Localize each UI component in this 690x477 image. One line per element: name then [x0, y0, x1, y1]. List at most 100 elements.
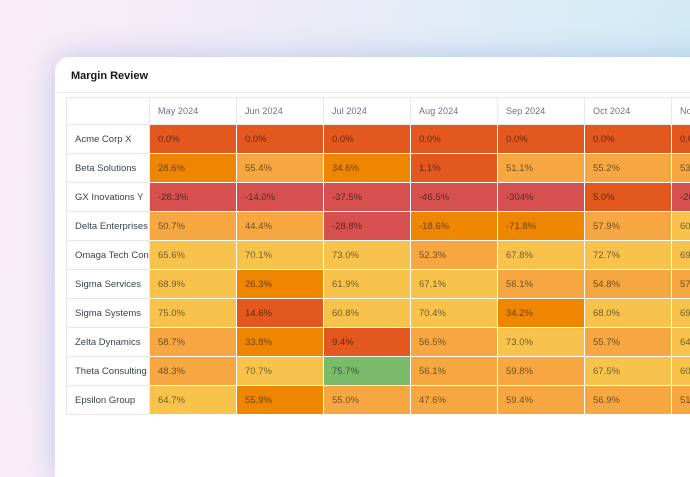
margin-cell: -46.5%	[411, 183, 498, 212]
margin-cell: 0.0%	[672, 125, 690, 154]
company-name: Theta Consulting	[67, 357, 150, 386]
margin-cell: 65.6%	[150, 241, 237, 270]
page-title: Margin Review	[71, 70, 148, 82]
margin-cell: 57.9%	[585, 212, 672, 241]
margin-cell: 53.	[672, 154, 690, 183]
margin-cell: 64.7%	[150, 386, 237, 415]
margin-cell: 69.	[672, 241, 690, 270]
margin-cell: -28.3%	[150, 183, 237, 212]
table-row: Acme Corp X0.0%0.0%0.0%0.0%0.0%0.0%0.0%	[67, 125, 690, 154]
margin-cell: 9.4%	[324, 328, 411, 357]
margin-cell: 64.	[672, 328, 690, 357]
table-row: GX Inovations Y-28.3%-14.0%-37.5%-46.5%-…	[67, 183, 690, 212]
card-header: Margin Review	[55, 57, 690, 93]
company-name: Epsilon Group	[67, 386, 150, 415]
margin-cell: 48.3%	[150, 357, 237, 386]
margin-cell: -18.6%	[411, 212, 498, 241]
company-name: Zelta Dynamics	[67, 328, 150, 357]
margin-cell: 75.0%	[150, 299, 237, 328]
table-body: Acme Corp X0.0%0.0%0.0%0.0%0.0%0.0%0.0%B…	[67, 125, 690, 415]
company-name: Acme Corp X	[67, 125, 150, 154]
margin-cell: 59.4%	[498, 386, 585, 415]
margin-cell: 60.8%	[324, 299, 411, 328]
margin-cell: -37.5%	[324, 183, 411, 212]
margin-cell: -14.0%	[237, 183, 324, 212]
margin-cell: 60.	[672, 357, 690, 386]
margin-cell: 73.0%	[498, 328, 585, 357]
margin-cell: 56.5%	[411, 328, 498, 357]
margin-cell: 68.9%	[150, 270, 237, 299]
company-name: Sigma Systems	[67, 299, 150, 328]
margin-cell: 14.6%	[237, 299, 324, 328]
margin-cell: -26	[672, 183, 690, 212]
margin-cell: -304%	[498, 183, 585, 212]
margin-cell: 56.1%	[498, 270, 585, 299]
margin-cell: 44.4%	[237, 212, 324, 241]
column-header: Sep 2024	[498, 98, 585, 125]
margin-cell: 70.1%	[237, 241, 324, 270]
margin-cell: 1.1%	[411, 154, 498, 183]
margin-cell: -71.8%	[498, 212, 585, 241]
margin-cell: 55.7%	[585, 328, 672, 357]
margin-cell: 70.4%	[411, 299, 498, 328]
margin-cell: 5.0%	[585, 183, 672, 212]
margin-cell: 51.1%	[498, 154, 585, 183]
margin-cell: 55.4%	[237, 154, 324, 183]
column-header: Jul 2024	[324, 98, 411, 125]
margin-cell: 34.6%	[324, 154, 411, 183]
company-name: GX Inovations Y	[67, 183, 150, 212]
margin-cell: 68.0%	[585, 299, 672, 328]
margin-cell: 59.8%	[498, 357, 585, 386]
margin-cell: -28.8%	[324, 212, 411, 241]
company-name: Delta Enterprises	[67, 212, 150, 241]
margin-cell: 55.2%	[585, 154, 672, 183]
column-header: Oct 2024	[585, 98, 672, 125]
column-header: May 2024	[150, 98, 237, 125]
margin-cell: 52.3%	[411, 241, 498, 270]
margin-cell: 56.9%	[585, 386, 672, 415]
margin-cell: 67.8%	[498, 241, 585, 270]
margin-cell: 55.0%	[324, 386, 411, 415]
margin-cell: 47.6%	[411, 386, 498, 415]
margin-cell: 73.0%	[324, 241, 411, 270]
company-name: Beta Solutions	[67, 154, 150, 183]
margin-cell: 0.0%	[237, 125, 324, 154]
margin-cell: 26.3%	[237, 270, 324, 299]
margin-cell: 54.8%	[585, 270, 672, 299]
margin-cell: 60.	[672, 212, 690, 241]
corner-cell	[67, 98, 150, 125]
margin-cell: 33.8%	[237, 328, 324, 357]
margin-cell: 0.0%	[411, 125, 498, 154]
margin-cell: 67.5%	[585, 357, 672, 386]
margin-cell: 0.0%	[585, 125, 672, 154]
margin-cell: 50.7%	[150, 212, 237, 241]
margin-cell: 34.2%	[498, 299, 585, 328]
margin-cell: 0.0%	[498, 125, 585, 154]
margin-cell: 58.7%	[150, 328, 237, 357]
margin-cell: 57.	[672, 270, 690, 299]
margin-cell: 0.0%	[150, 125, 237, 154]
column-header: Nov 2024	[672, 98, 690, 125]
margin-cell: 28.6%	[150, 154, 237, 183]
margin-cell: 67.1%	[411, 270, 498, 299]
margin-cell: 55.9%	[237, 386, 324, 415]
column-header: Aug 2024	[411, 98, 498, 125]
margin-cell: 51.	[672, 386, 690, 415]
margin-cell: 69.	[672, 299, 690, 328]
margin-cell: 56.1%	[411, 357, 498, 386]
column-header: Jun 2024	[237, 98, 324, 125]
company-name: Sigma Services	[67, 270, 150, 299]
company-name: Omaga Tech Con	[67, 241, 150, 270]
